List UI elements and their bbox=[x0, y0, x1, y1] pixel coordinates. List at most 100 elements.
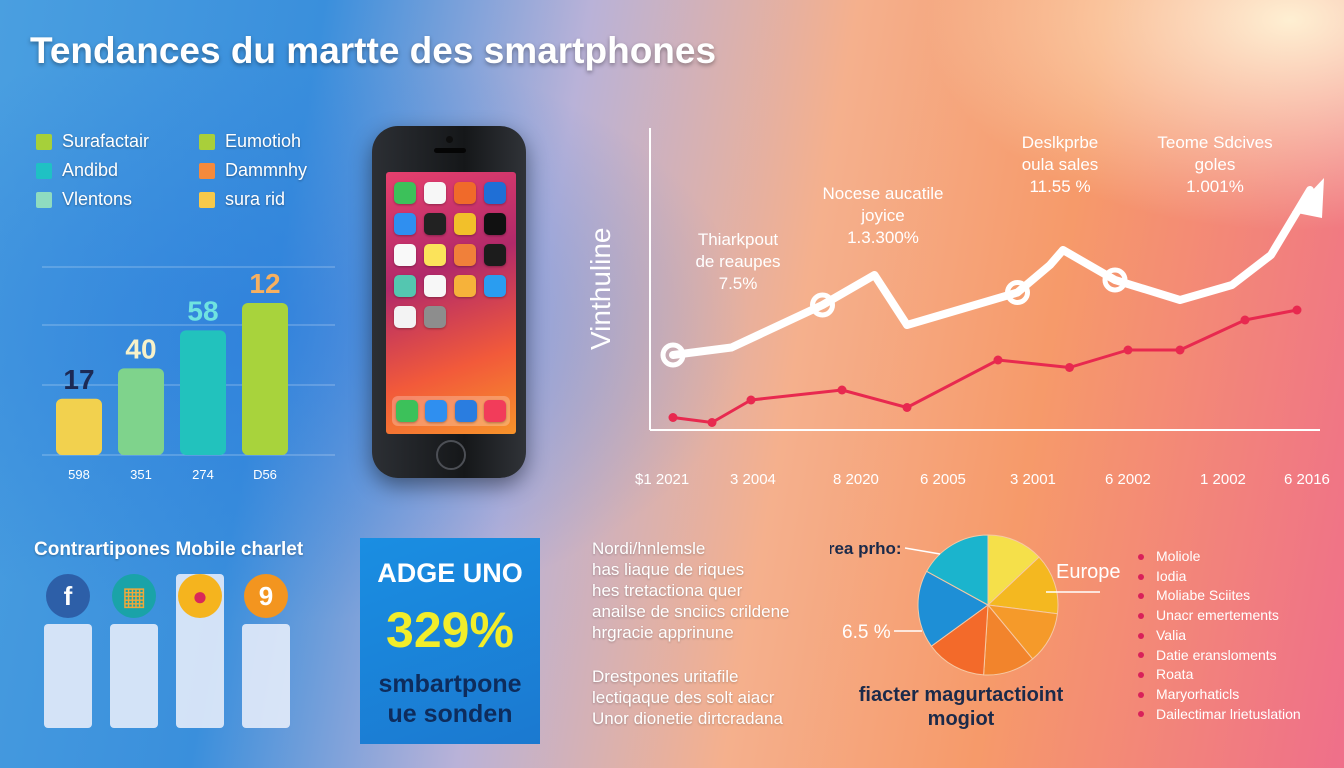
text-line: lectiqaque des solt aiacr bbox=[592, 688, 775, 707]
pie-legend-item: Dailectimar lrietuslation bbox=[1138, 705, 1301, 725]
legend-item: Andibd bbox=[36, 160, 199, 181]
legend-label: Surafactair bbox=[62, 131, 150, 151]
legend-bullet-icon bbox=[1138, 612, 1144, 619]
browser-app-icon bbox=[454, 400, 477, 422]
brand-bar bbox=[110, 624, 158, 728]
text-line: Drestpones uritafile bbox=[592, 667, 739, 686]
pie-legend-item: Moliabe Sciites bbox=[1138, 586, 1301, 606]
bar-value-label: 58 bbox=[187, 295, 218, 326]
data-point bbox=[1123, 345, 1133, 355]
app-icon bbox=[424, 244, 446, 266]
pie-legend-label: Maryorhaticls bbox=[1156, 685, 1240, 702]
legend-bullet-icon bbox=[1138, 711, 1144, 718]
x-tick-label: 1 2002 bbox=[1200, 471, 1246, 488]
legend-swatch bbox=[36, 133, 52, 150]
annotation-text: 1.001% bbox=[1186, 177, 1244, 196]
facebook-icon: f bbox=[46, 574, 90, 618]
chart-legend: Surafactair Eumotioh Andibd Dammnhy Vlen… bbox=[36, 131, 436, 210]
data-point bbox=[993, 355, 1003, 365]
pie-legend-item: Unacr emertements bbox=[1138, 606, 1301, 626]
pie-slice bbox=[930, 603, 989, 676]
app-icon bbox=[424, 213, 446, 235]
legend-bullet-icon bbox=[1138, 652, 1144, 659]
stat-value: 329% bbox=[386, 602, 514, 658]
app-icon bbox=[424, 182, 446, 204]
colorful-app-icon: ● bbox=[178, 574, 222, 618]
annotation-text: Thiarkpout bbox=[698, 230, 779, 249]
x-tick-label: D56 bbox=[253, 467, 277, 482]
x-tick-label: $1 2021 bbox=[635, 471, 689, 488]
x-tick-label: 8 2020 bbox=[833, 471, 879, 488]
app-icon bbox=[424, 275, 446, 297]
app-icon bbox=[484, 213, 506, 235]
pie-legend-label: Moliole bbox=[1156, 548, 1201, 564]
x-tick-label: 274 bbox=[192, 467, 214, 482]
brand-bar bbox=[44, 624, 92, 728]
bar-value-label: 12 bbox=[249, 268, 280, 299]
stat-card: ADGE UNO 329% smbartpone ue sonden bbox=[360, 538, 540, 744]
bar-value-label: 40 bbox=[125, 333, 156, 364]
app-grid bbox=[394, 182, 508, 328]
legend-bullet-icon bbox=[1138, 573, 1144, 580]
legend-swatch bbox=[199, 162, 215, 179]
app-icon bbox=[454, 213, 476, 235]
legend-bullet-icon bbox=[1138, 672, 1144, 679]
bar bbox=[118, 368, 164, 455]
app-icon bbox=[394, 306, 416, 328]
data-point bbox=[668, 413, 678, 422]
data-point bbox=[1102, 267, 1128, 293]
annotation-text: Teome Sdcives bbox=[1157, 133, 1272, 152]
annotation-text: goles bbox=[1195, 155, 1236, 174]
app-icon bbox=[454, 182, 476, 204]
pie-legend-item: Iodia bbox=[1138, 567, 1301, 587]
bar bbox=[56, 398, 102, 455]
text-line: hrgracie apprinune bbox=[592, 623, 734, 642]
mobile-chart-title: Contrartipones Mobile charlet bbox=[34, 539, 304, 560]
data-point bbox=[660, 342, 686, 368]
legend-label: Eumotioh bbox=[225, 131, 302, 151]
pie-legend-label: Datie eransloments bbox=[1156, 646, 1277, 663]
legend-item: Surafactair bbox=[36, 131, 199, 152]
chart-annotation: Deslkprbe oula sales 11.55 % bbox=[1022, 133, 1099, 196]
nine-app-icon: 9 bbox=[244, 574, 288, 618]
data-point bbox=[810, 292, 835, 318]
app-icon bbox=[394, 244, 416, 266]
app-icon bbox=[484, 275, 506, 297]
pie-legend-label: Valia bbox=[1156, 626, 1187, 643]
pie-label: 6.5 % bbox=[842, 622, 891, 643]
chart-annotation: Teome Sdcives goles 1.001% bbox=[1157, 133, 1272, 196]
legend-swatch bbox=[199, 191, 215, 208]
legend-swatch bbox=[36, 162, 52, 179]
pie-legend-item: Maryorhaticls bbox=[1138, 685, 1301, 705]
stat-subtitle-line: smbartpone bbox=[378, 670, 522, 698]
app-icon bbox=[454, 244, 476, 266]
pie-legend-label: Unacr emertements bbox=[1156, 607, 1279, 624]
pie-legend-label: Roata bbox=[1156, 666, 1194, 683]
pie-legend: Moliole Iodia Moliabe Sciites Unacr emertem… bbox=[1138, 547, 1301, 724]
data-point bbox=[1292, 305, 1302, 315]
bar-value-label: 17 bbox=[63, 364, 94, 395]
bar-chart: 17 598 40 351 58 274 12 D56 bbox=[42, 266, 335, 482]
speaker-grille bbox=[434, 148, 466, 153]
app-icon bbox=[484, 244, 506, 266]
text-line: hes tretactiona quer bbox=[592, 581, 743, 600]
data-point bbox=[707, 418, 717, 427]
stat-subtitle: smbartpone ue sonden bbox=[360, 669, 540, 729]
pie-legend-item: Datie eransloments bbox=[1138, 646, 1301, 666]
pie-legend-item: Valia bbox=[1138, 626, 1301, 646]
legend-label: Dammnhy bbox=[225, 160, 308, 180]
phone-app-icon bbox=[395, 400, 418, 422]
pie-chart: ebrea prho: Europe 6.5 % fiacter magurtacti… bbox=[830, 534, 1121, 730]
description-text-block: Drestpones uritafile lectiqaque des solt … bbox=[592, 666, 783, 729]
text-line: Nordi/hnlemsle bbox=[592, 539, 706, 558]
annotation-text: 7.5% bbox=[719, 274, 758, 293]
x-tick-label: 6 2002 bbox=[1105, 471, 1151, 488]
data-point bbox=[837, 385, 847, 395]
legend-bullet-icon bbox=[1138, 553, 1144, 560]
text-line: anailse de snciics crildene bbox=[592, 602, 790, 621]
page-title: Tendances du martte des smartphones bbox=[30, 30, 717, 71]
data-point bbox=[902, 403, 912, 412]
pie-legend-label: Moliabe Sciites bbox=[1156, 587, 1251, 604]
pie-caption: mogiot bbox=[928, 708, 995, 730]
legend-bullet-icon bbox=[1138, 593, 1144, 600]
